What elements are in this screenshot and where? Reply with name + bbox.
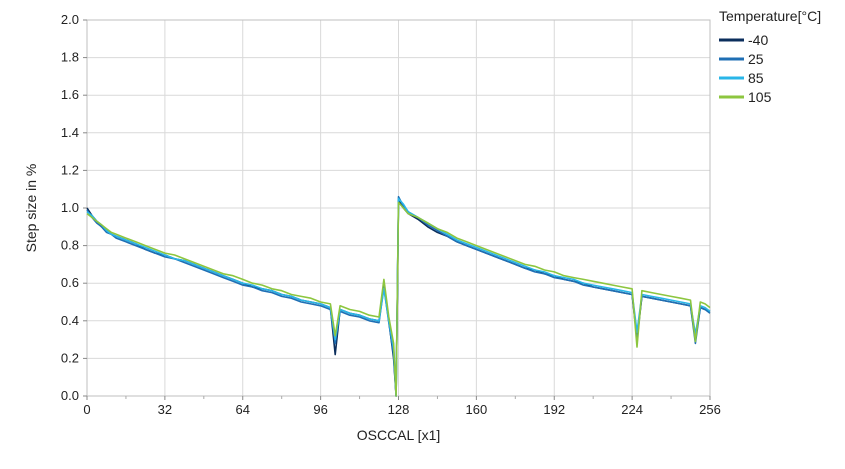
legend-label: 105 xyxy=(748,89,772,105)
x-tick-label: 0 xyxy=(83,402,90,417)
x-axis-label: OSCCAL [x1] xyxy=(357,427,441,443)
x-axis-ticks: 0 32 64 96 128 160 192 224 256 xyxy=(83,396,721,417)
y-tick-label: 0.8 xyxy=(61,238,79,253)
x-tick-label: 224 xyxy=(621,402,643,417)
x-tick-label: 160 xyxy=(466,402,488,417)
y-axis-label: Step size in % xyxy=(23,164,39,253)
legend-title: Temperature[°C] xyxy=(719,8,821,24)
y-tick-label: 0.6 xyxy=(61,275,79,290)
y-tick-label: 1.0 xyxy=(61,200,79,215)
x-tick-label: 128 xyxy=(388,402,410,417)
x-tick-label: 64 xyxy=(236,402,250,417)
y-tick-label: 0.4 xyxy=(61,313,79,328)
y-axis-ticks: 0.0 0.2 0.4 0.6 0.8 1.0 1.2 1.4 1.6 1.8 2.0 xyxy=(61,12,87,403)
legend: Temperature[°C] -40 25 85 105 xyxy=(719,8,821,105)
y-tick-label: 1.8 xyxy=(61,50,79,65)
y-tick-label: 2.0 xyxy=(61,12,79,27)
legend-label: -40 xyxy=(748,32,768,48)
y-tick-label: 0.0 xyxy=(61,388,79,403)
y-tick-label: 1.4 xyxy=(61,125,79,140)
y-tick-label: 1.6 xyxy=(61,87,79,102)
legend-label: 85 xyxy=(748,70,764,86)
x-tick-label: 256 xyxy=(699,402,721,417)
legend-label: 25 xyxy=(748,51,764,67)
x-tick-label: 32 xyxy=(158,402,172,417)
series-lines xyxy=(86,195,711,397)
y-tick-label: 0.2 xyxy=(61,350,79,365)
x-tick-label: 192 xyxy=(543,402,565,417)
series-line-105 xyxy=(86,201,711,397)
y-tick-label: 1.2 xyxy=(61,162,79,177)
x-tick-label: 96 xyxy=(313,402,327,417)
